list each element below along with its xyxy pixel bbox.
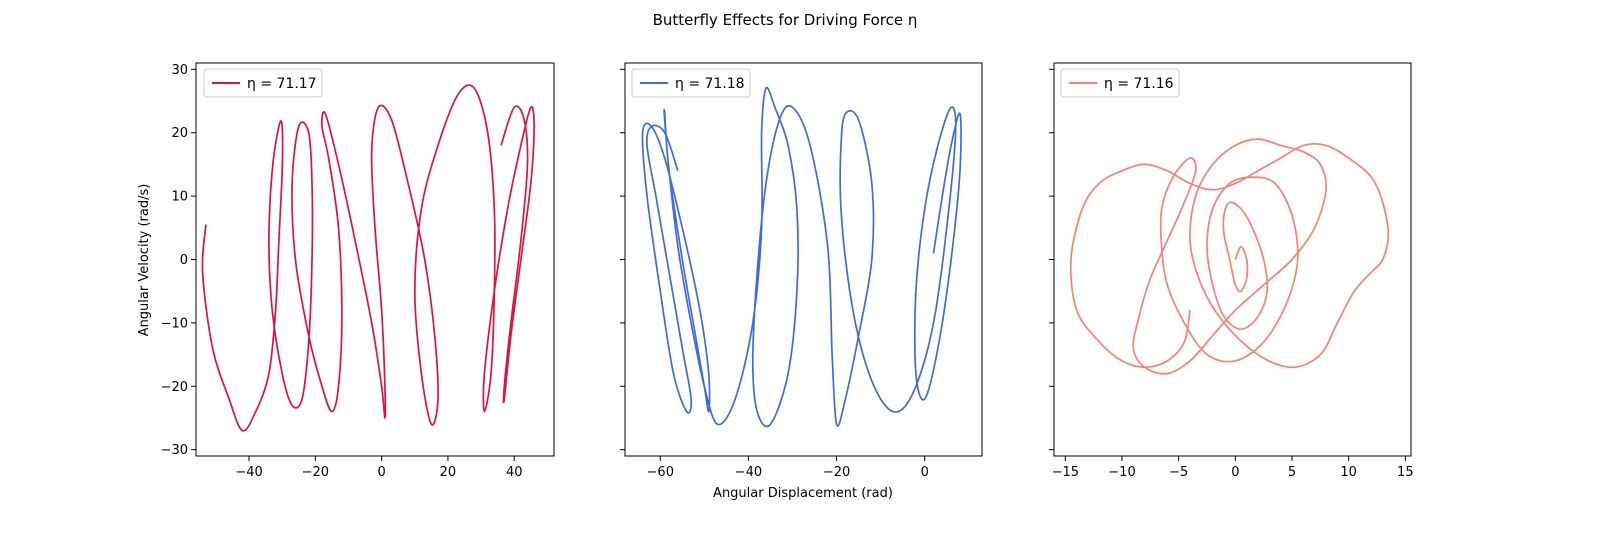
x-tick-label: 40	[506, 465, 523, 480]
x-tick-label: −20	[823, 465, 850, 480]
x-tick-label: −40	[735, 465, 762, 480]
x-axis-label: Angular Displacement (rad)	[713, 486, 893, 501]
panel-1: −40 −20 0 20 40 −30 −20 −10 0 10 20 30 Angular Velo…	[137, 62, 555, 480]
legend-entry: η = 71.18	[675, 76, 745, 92]
y-tick-label: −10	[161, 316, 188, 331]
legend: η = 71.17	[203, 68, 323, 98]
legend-box	[1060, 68, 1180, 98]
series-line	[201, 84, 535, 432]
series-line	[1069, 138, 1390, 375]
x-tick-label: −20	[302, 465, 329, 480]
x-tick-label: 10	[1340, 465, 1357, 480]
axes-frame	[624, 62, 983, 457]
legend: η = 71.18	[631, 68, 751, 98]
y-tick-label: −20	[161, 380, 188, 395]
legend-box	[203, 68, 323, 98]
panel-2: −60 −40 −20 0 Angular Displacement (rad) η …	[620, 62, 983, 501]
x-tick-label: −10	[1108, 465, 1135, 480]
y-tick-label: 30	[171, 63, 188, 78]
x-tick-label: 15	[1397, 465, 1414, 480]
x-tick-label: 0	[921, 465, 929, 480]
x-tick-label: −5	[1169, 465, 1188, 480]
x-tick-label: 0	[377, 465, 385, 480]
y-tick-label: −30	[161, 443, 188, 458]
x-tick-label: 0	[1231, 465, 1239, 480]
legend-box	[631, 68, 751, 98]
figure-title: Butterfly Effects for Driving Force η	[653, 11, 918, 29]
x-tick-label: 5	[1288, 465, 1296, 480]
series-line	[641, 86, 962, 428]
y-tick-label: 10	[171, 190, 188, 205]
y-axis-label: Angular Velocity (rad/s)	[137, 184, 152, 337]
x-tick-label: −40	[235, 465, 262, 480]
x-tick-label: −60	[647, 465, 674, 480]
legend-entry: η = 71.16	[1104, 76, 1174, 92]
panel-3: −15 −10 −5 0 5 10 15 η = 71.16	[1049, 62, 1414, 480]
x-tick-label: 20	[440, 465, 457, 480]
x-tick-label: −15	[1052, 465, 1079, 480]
y-tick-label: 0	[180, 253, 188, 268]
axes-frame	[1053, 62, 1412, 457]
y-tick-label: 20	[171, 126, 188, 141]
legend: η = 71.16	[1060, 68, 1180, 98]
legend-entry: η = 71.17	[247, 76, 317, 92]
